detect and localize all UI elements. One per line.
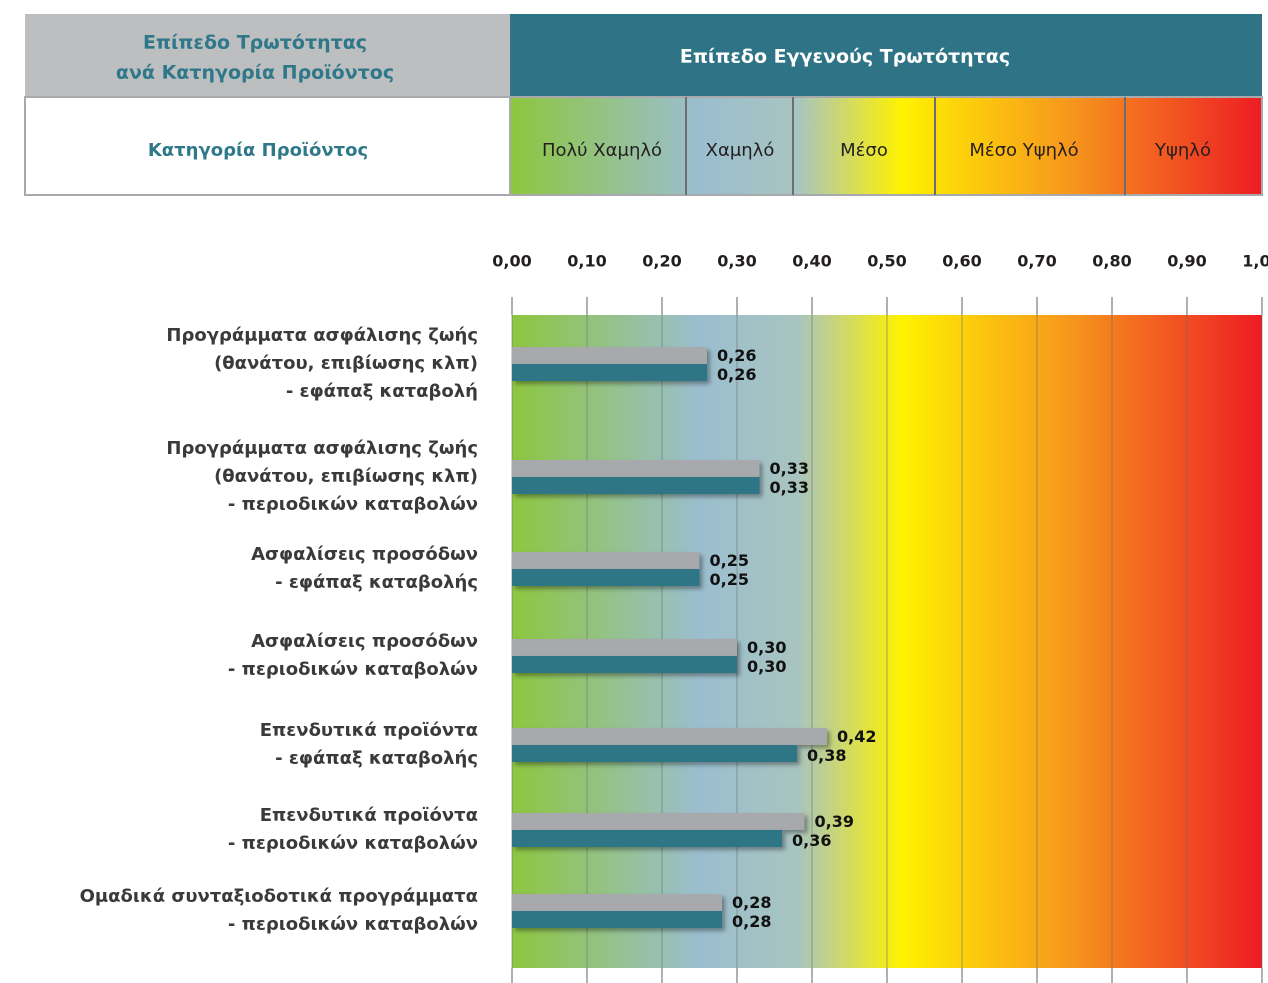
header-right bbox=[510, 14, 1262, 97]
x-tick-label: 1,00 bbox=[1242, 252, 1268, 271]
bar bbox=[512, 347, 707, 364]
category-label: - περιοδικών καταβολών bbox=[228, 833, 478, 854]
x-tick-label: 0,90 bbox=[1167, 252, 1206, 271]
value-label: 0,39 bbox=[815, 812, 854, 831]
x-tick-label: 0,20 bbox=[642, 252, 681, 271]
value-label: 0,38 bbox=[807, 746, 846, 765]
category-label: - περιοδικών καταβολών bbox=[228, 659, 478, 680]
value-label: 0,33 bbox=[770, 459, 809, 478]
bar bbox=[512, 830, 782, 847]
category-label: Επενδυτικά προϊόντα bbox=[260, 805, 478, 826]
bar bbox=[512, 813, 805, 830]
bar bbox=[512, 745, 797, 762]
level-dividers bbox=[685, 97, 1126, 195]
bar bbox=[512, 552, 700, 569]
header-left-title: ανά Κατηγορία Προϊόντος bbox=[116, 62, 394, 84]
level-label: Υψηλό bbox=[1154, 140, 1211, 161]
value-label: 0,25 bbox=[710, 551, 749, 570]
category-label: Ομαδικά συνταξιοδοτικά προγράμματα bbox=[80, 886, 478, 907]
value-label: 0,28 bbox=[732, 912, 771, 931]
bar bbox=[512, 656, 737, 673]
bar bbox=[512, 639, 737, 656]
bar bbox=[512, 477, 760, 494]
level-label: Πολύ Χαμηλό bbox=[542, 140, 662, 161]
category-label: Προγράμματα ασφάλισης ζωής bbox=[166, 438, 478, 459]
x-tick-label: 0,00 bbox=[492, 252, 531, 271]
x-tick-label: 0,70 bbox=[1017, 252, 1056, 271]
value-label: 0,30 bbox=[747, 657, 786, 676]
value-label: 0,36 bbox=[792, 831, 831, 850]
category-label: Επενδυτικά προϊόντα bbox=[260, 720, 478, 741]
bar bbox=[512, 460, 760, 477]
level-label: Μέσο bbox=[840, 140, 888, 161]
category-label: Προγράμματα ασφάλισης ζωής bbox=[166, 325, 478, 346]
category-label: - περιοδικών καταβολών bbox=[228, 494, 478, 515]
bar bbox=[512, 728, 827, 745]
bar bbox=[512, 364, 707, 381]
value-label: 0,26 bbox=[717, 346, 756, 365]
category-label: - εφάπαξ καταβολής bbox=[275, 748, 478, 769]
value-label: 0,28 bbox=[732, 893, 771, 912]
category-label: - περιοδικών καταβολών bbox=[228, 914, 478, 935]
level-bar bbox=[509, 96, 1263, 196]
category-label: - εφάπαξ καταβολής bbox=[275, 572, 478, 593]
header-left bbox=[25, 14, 510, 97]
category-label: Ασφαλίσεις προσόδων bbox=[251, 544, 478, 565]
value-label: 0,42 bbox=[837, 727, 876, 746]
value-label: 0,26 bbox=[717, 365, 756, 384]
category-heading-box bbox=[24, 96, 511, 196]
category-label: Ασφαλίσεις προσόδων bbox=[251, 631, 478, 652]
x-tick-label: 0,10 bbox=[567, 252, 606, 271]
header-right-title: Επίπεδο Εγγενούς Τρωτότητας bbox=[680, 46, 1010, 68]
bar bbox=[512, 569, 700, 586]
value-label: 0,25 bbox=[710, 570, 749, 589]
value-label: 0,30 bbox=[747, 638, 786, 657]
x-tick-label: 0,40 bbox=[792, 252, 831, 271]
category-heading: Κατηγορία Προϊόντος bbox=[148, 140, 368, 161]
bar bbox=[512, 911, 722, 928]
x-tick-label: 0,30 bbox=[717, 252, 756, 271]
category-label: - εφάπαξ καταβολή bbox=[286, 381, 478, 402]
value-label: 0,33 bbox=[770, 478, 809, 497]
level-label: Χαμηλό bbox=[706, 140, 775, 161]
x-tick-label: 0,50 bbox=[867, 252, 906, 271]
level-label: Μέσο Υψηλό bbox=[969, 140, 1078, 161]
category-label: (θανάτου, επιβίωσης κλπ) bbox=[214, 353, 478, 374]
header-left-title: Επίπεδο Τρωτότητας bbox=[143, 32, 367, 54]
category-label: (θανάτου, επιβίωσης κλπ) bbox=[214, 466, 478, 487]
x-tick-label: 0,80 bbox=[1092, 252, 1131, 271]
x-tick-label: 0,60 bbox=[942, 252, 981, 271]
bar bbox=[512, 894, 722, 911]
